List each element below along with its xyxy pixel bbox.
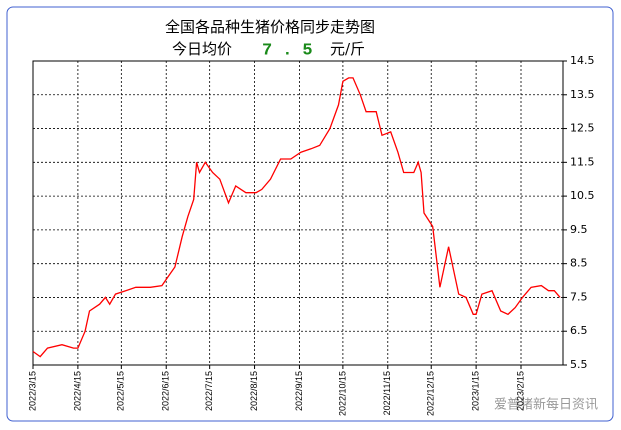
y-tick-label: 13.5 — [570, 88, 595, 101]
subtitle: 今日均价 — [172, 40, 232, 58]
today-price: 7.5 — [262, 41, 323, 60]
unit: 元/斤 — [330, 40, 365, 58]
y-tick-label: 7.5 — [570, 290, 588, 303]
plot-area — [32, 60, 564, 366]
y-tick-label: 11.5 — [570, 155, 595, 168]
x-tick-label: 2023/1/15 — [470, 371, 480, 411]
x-tick-label: 2022/7/15 — [204, 371, 214, 411]
y-tick-label: 5.5 — [570, 358, 588, 371]
y-tick-label: 6.5 — [570, 324, 588, 337]
y-tick-label: 14.5 — [570, 54, 595, 67]
y-tick-label: 12.5 — [570, 122, 595, 135]
x-tick-label: 2023/2/15 — [515, 371, 525, 411]
x-tick-label: 2022/4/15 — [72, 371, 82, 411]
watermark: 爱普猪新每日资讯 — [494, 397, 598, 413]
y-tick-label: 8.5 — [570, 257, 588, 270]
x-tick-label: 2022/12/15 — [426, 371, 436, 416]
x-tick-label: 2022/11/15 — [382, 371, 392, 415]
price-line — [32, 77, 561, 358]
x-tick-label: 2022/9/15 — [294, 371, 304, 411]
x-tick-label: 2022/5/15 — [116, 371, 126, 411]
chart-title: 全国各品种生猪价格同步走势图 — [165, 18, 375, 36]
y-tick-label: 9.5 — [570, 223, 588, 236]
x-tick-label: 2022/3/15 — [27, 371, 37, 411]
x-tick-label: 2022/6/15 — [161, 371, 171, 411]
y-tick-label: 10.5 — [570, 189, 595, 202]
x-tick-label: 2022/10/15 — [337, 371, 347, 416]
x-tick-label: 2022/8/15 — [249, 371, 259, 411]
